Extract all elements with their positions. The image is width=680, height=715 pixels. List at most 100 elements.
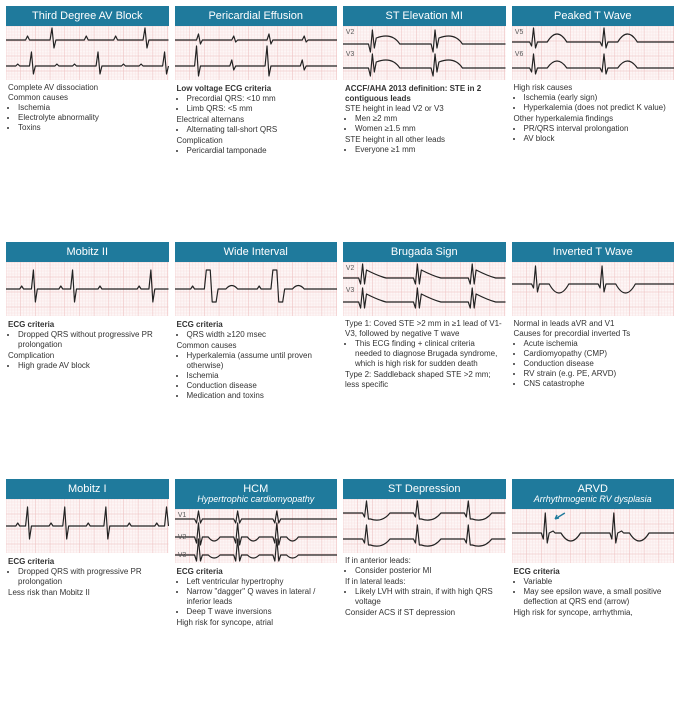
card-notes: Complete AV dissociationCommon causesIsc… xyxy=(6,80,169,236)
card-title: Pericardial Effusion xyxy=(208,10,303,22)
card-notes: If in anterior leads:Consider posterior … xyxy=(343,553,506,709)
card-title: Third Degree AV Block xyxy=(32,10,142,22)
notes-list: Likely LVH with strain, if with high QRS… xyxy=(345,587,504,607)
notes-line: If in lateral leads: xyxy=(345,577,504,587)
notes-line: Other hyperkalemia findings xyxy=(514,114,673,124)
card-header: ARVDArrhythmogenic RV dysplasia xyxy=(512,479,675,509)
notes-list-item: Toxins xyxy=(18,123,167,133)
ecg-card: Third Degree AV Block Complete AV dissoci… xyxy=(6,6,169,236)
notes-list: Consider posterior MI xyxy=(345,566,504,576)
notes-line: Electrical alternans xyxy=(177,115,336,125)
ecg-card: Mobitz IIECG criteriaDropped QRS without… xyxy=(6,242,169,472)
card-notes: ECG criteriaQRS width ≥120 msecCommon ca… xyxy=(175,316,338,472)
notes-line: If in anterior leads: xyxy=(345,556,504,566)
notes-list-item: Ischemia xyxy=(18,103,167,113)
notes-list: Precordial QRS: <10 mmLimb QRS: <5 mm xyxy=(177,94,336,114)
card-notes: High risk causesIschemia (early sign)Hyp… xyxy=(512,80,675,236)
notes-list-item: Conduction disease xyxy=(524,359,673,369)
card-title: ARVD xyxy=(578,483,608,495)
notes-list-item: PR/QRS interval prolongation xyxy=(524,124,673,134)
card-notes: Type 1: Coved STE >2 mm in ≥1 lead of V1… xyxy=(343,316,506,472)
notes-list-item: Pericardial tamponade xyxy=(187,146,336,156)
card-header: ST Elevation MI xyxy=(343,6,506,26)
notes-list-item: Cardiomyopathy (CMP) xyxy=(524,349,673,359)
ecg-card: Peaked T Wave V5 V6 High risk causesIschemi… xyxy=(512,6,675,236)
ecg-card: Wide Interval ECG criteriaQRS width ≥120 … xyxy=(175,242,338,472)
notes-line: High risk for syncope, arrhythmia, xyxy=(514,608,673,618)
notes-list: Alternating tall-short QRS xyxy=(177,125,336,135)
notes-list-item: Precordial QRS: <10 mm xyxy=(187,94,336,104)
notes-list-item: Dropped QRS with progressive PR prolonga… xyxy=(18,567,167,587)
card-header: Wide Interval xyxy=(175,242,338,262)
card-notes: ACCF/AHA 2013 definition: STE in 2 conti… xyxy=(343,80,506,236)
notes-heading: ECG criteria xyxy=(177,320,336,330)
ecg-tracing: V5 V6 xyxy=(512,26,675,80)
notes-line: Type 2: Saddleback shaped STE >2 mm; les… xyxy=(345,370,504,390)
ecg-tracing xyxy=(6,262,169,316)
ecg-card: Inverted T Wave Normal in leads aVR and V… xyxy=(512,242,675,472)
card-title: Mobitz I xyxy=(68,483,107,495)
notes-heading: ECG criteria xyxy=(177,567,336,577)
card-title: Peaked T Wave xyxy=(554,10,631,22)
card-notes: ECG criteriaDropped QRS with progressive… xyxy=(6,553,169,709)
svg-text:V5: V5 xyxy=(514,29,523,36)
notes-line: High risk causes xyxy=(514,83,673,93)
ecg-card: ST Depression If in anterior leads:Consid… xyxy=(343,479,506,709)
card-title: ST Elevation MI xyxy=(386,10,463,22)
ecg-card: Mobitz I ECG criteriaDropped QRS with pro… xyxy=(6,479,169,709)
notes-list-item: Alternating tall-short QRS xyxy=(187,125,336,135)
svg-text:V6: V6 xyxy=(514,51,523,58)
notes-heading: Low voltage ECG criteria xyxy=(177,84,336,94)
notes-list: QRS width ≥120 msec xyxy=(177,330,336,340)
notes-heading: ECG criteria xyxy=(514,567,673,577)
notes-list: This ECG finding + clinical criteria nee… xyxy=(345,339,504,369)
card-header: Peaked T Wave xyxy=(512,6,675,26)
card-title: HCM xyxy=(243,483,268,495)
svg-text:V3: V3 xyxy=(177,552,186,559)
notes-list: Hyperkalemia (assume until proven otherw… xyxy=(177,351,336,401)
svg-text:V1: V1 xyxy=(177,512,186,519)
notes-list-item: Conduction disease xyxy=(187,381,336,391)
card-title: Mobitz II xyxy=(66,246,108,258)
svg-text:V2: V2 xyxy=(346,265,355,272)
ecg-card: ARVDArrhythmogenic RV dysplasia ECG crite… xyxy=(512,479,675,709)
notes-list-item: Ischemia (early sign) xyxy=(524,93,673,103)
card-header: Mobitz II xyxy=(6,242,169,262)
card-title: Inverted T Wave xyxy=(553,246,633,258)
notes-list-item: Dropped QRS without progressive PR prolo… xyxy=(18,330,167,350)
card-notes: ECG criteriaVariableMay see epsilon wave… xyxy=(512,563,675,709)
notes-list: Acute ischemiaCardiomyopathy (CMP)Conduc… xyxy=(514,339,673,389)
card-header: HCMHypertrophic cardiomyopathy xyxy=(175,479,338,509)
notes-list-item: RV strain (e.g. PE, ARVD) xyxy=(524,369,673,379)
ecg-card-grid: Third Degree AV Block Complete AV dissoci… xyxy=(6,6,674,709)
notes-list-item: Hyperkalemia (does not predict K value) xyxy=(524,103,673,113)
notes-list-item: Medication and toxins xyxy=(187,391,336,401)
notes-list-item: Likely LVH with strain, if with high QRS… xyxy=(355,587,504,607)
notes-line: Causes for precordial inverted Ts xyxy=(514,329,673,339)
notes-list: Ischemia (early sign)Hyperkalemia (does … xyxy=(514,93,673,113)
notes-list-item: QRS width ≥120 msec xyxy=(187,330,336,340)
notes-list-item: Everyone ≥1 mm xyxy=(355,145,504,155)
notes-list-item: Women ≥1.5 mm xyxy=(355,124,504,134)
notes-list: High grade AV block xyxy=(8,361,167,371)
svg-text:V3: V3 xyxy=(346,51,355,58)
ecg-tracing xyxy=(175,262,338,316)
notes-line: Complication xyxy=(8,351,167,361)
card-title: ST Depression xyxy=(388,483,461,495)
ecg-tracing xyxy=(6,26,169,80)
notes-list-item: Ischemia xyxy=(187,371,336,381)
notes-list-item: Consider posterior MI xyxy=(355,566,504,576)
ecg-card: Brugada SignV2V3Type 1: Coved STE >2 mm … xyxy=(343,242,506,472)
ecg-tracing xyxy=(6,499,169,553)
ecg-tracing xyxy=(343,499,506,553)
card-header: ST Depression xyxy=(343,479,506,499)
notes-list: Dropped QRS without progressive PR prolo… xyxy=(8,330,167,350)
card-notes: Normal in leads aVR and V1Causes for pre… xyxy=(512,316,675,472)
card-subtitle: Hypertrophic cardiomyopathy xyxy=(177,495,336,505)
ecg-tracing xyxy=(175,26,338,80)
notes-line: Common causes xyxy=(177,341,336,351)
notes-line: Complete AV dissociation xyxy=(8,83,167,93)
notes-list-item: Narrow "dagger" Q waves in lateral / inf… xyxy=(187,587,336,607)
card-subtitle: Arrhythmogenic RV dysplasia xyxy=(514,495,673,505)
notes-list: VariableMay see epsilon wave, a small po… xyxy=(514,577,673,607)
